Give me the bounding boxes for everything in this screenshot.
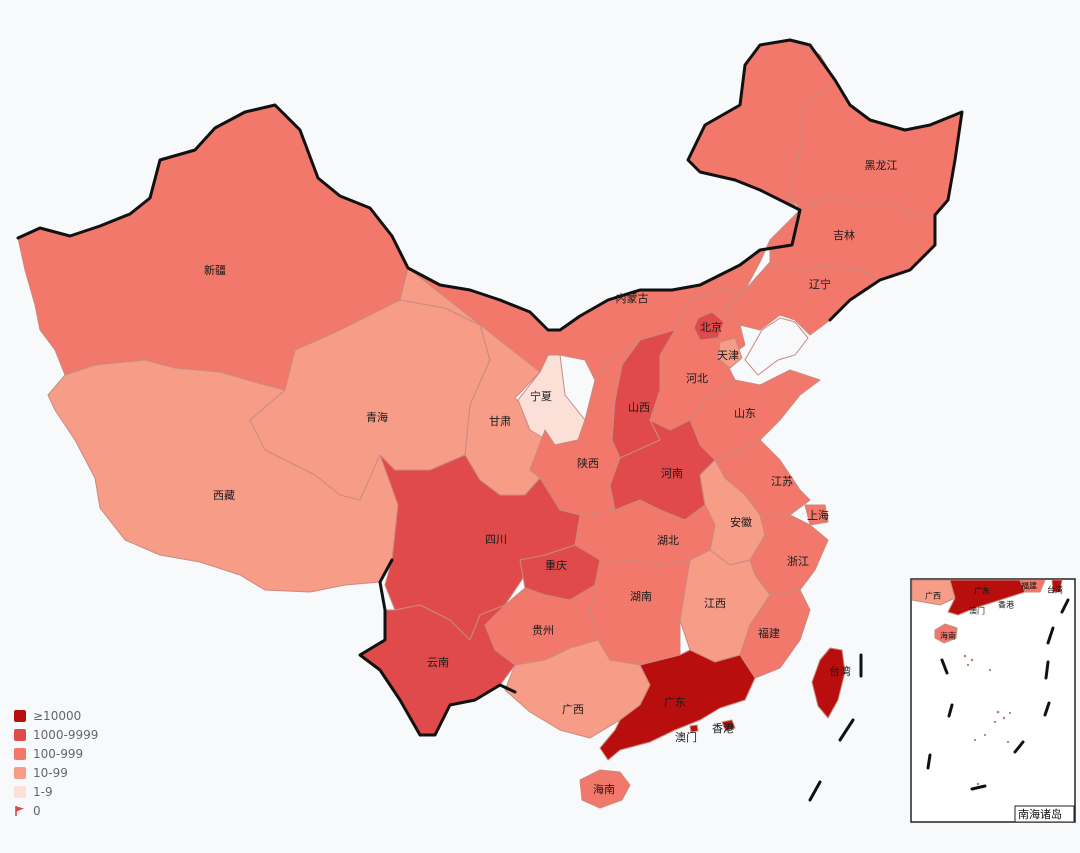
- label-taiwan: 台湾: [829, 664, 851, 678]
- inset-islands: [963, 654, 1012, 786]
- label-anhui: 安徽: [730, 515, 752, 529]
- label-fujian: 福建: [758, 626, 780, 640]
- legend-item[interactable]: 1000-9999: [14, 725, 98, 744]
- label-xizang: 西藏: [213, 489, 235, 502]
- label-guangxi: 广西: [562, 703, 584, 716]
- southwest-border: [358, 558, 517, 737]
- province-macau[interactable]: [689, 724, 699, 733]
- label-xinjiang: 新疆: [204, 263, 226, 277]
- inset-dash-line: [1013, 740, 1025, 754]
- label-zhejiang: 浙江: [787, 555, 809, 568]
- legend-swatch: [14, 766, 26, 779]
- legend-swatch: [14, 747, 26, 760]
- inset-title: 南海诸岛: [1018, 807, 1062, 821]
- label-macau: 澳门: [675, 730, 697, 744]
- label-liaoning: 辽宁: [809, 277, 831, 291]
- inset-label-macau: 澳门: [969, 606, 985, 616]
- label-hebei: 河北: [686, 372, 708, 385]
- province-beijing[interactable]: [693, 311, 725, 341]
- legend-label: 1000-9999: [33, 727, 99, 742]
- inset-label-guangdong: 广东: [974, 586, 990, 596]
- legend-item[interactable]: ≥10000: [14, 706, 98, 725]
- label-tianjin: 天津: [717, 349, 739, 362]
- label-chongqing: 重庆: [545, 558, 567, 572]
- label-jiangsu: 江苏: [771, 475, 793, 488]
- legend-item[interactable]: 10-99: [14, 763, 98, 782]
- label-hunan: 湖南: [630, 590, 652, 603]
- legend-label: ≥10000: [33, 708, 82, 723]
- province-guangdong[interactable]: [599, 649, 756, 761]
- province-hunan[interactable]: [589, 559, 691, 666]
- inset-label-taiwan: 台湾: [1047, 585, 1063, 595]
- label-qinghai: 青海: [366, 410, 388, 424]
- label-beijing: 北京: [700, 320, 722, 334]
- label-shanxi: 山西: [628, 401, 650, 414]
- label-jiangxi: 江西: [704, 597, 726, 610]
- legend-swatch: [14, 709, 26, 722]
- inset-dash-line: [947, 703, 954, 718]
- legend-swatch: [14, 728, 26, 741]
- inset-label-hainan: 海南: [940, 631, 956, 641]
- inset-hainan: [934, 623, 958, 644]
- label-jilin: 吉林: [833, 228, 855, 242]
- inset-label-fujian: 福建: [1021, 581, 1037, 591]
- legend-label: 100-999: [33, 746, 84, 761]
- label-shanghai: 上海: [807, 508, 829, 522]
- inset-taiwan: [1051, 579, 1063, 593]
- province-shanghai[interactable]: [804, 504, 829, 526]
- legend-item[interactable]: 1-9: [14, 782, 98, 801]
- label-neimenggu: 内蒙古: [616, 291, 649, 305]
- label-ningxia: 宁夏: [530, 389, 552, 403]
- province-hongkong[interactable]: [721, 719, 736, 732]
- inset-fujian: [1019, 579, 1046, 593]
- label-heilongjiang: 黑龙江: [865, 159, 898, 172]
- label-hongkong: 香港: [712, 722, 734, 735]
- inset-label-guangxi: 广西: [925, 591, 941, 601]
- dash-line: [808, 780, 822, 802]
- label-sichuan: 四川: [485, 533, 507, 546]
- legend-label: 10-99: [33, 765, 68, 780]
- inset-dash-line: [926, 753, 932, 770]
- label-guizhou: 贵州: [532, 624, 554, 637]
- label-shandong: 山东: [734, 407, 756, 420]
- legend-label: 0: [33, 803, 41, 818]
- inset-guangxi: [911, 579, 956, 606]
- label-hainan: 海南: [593, 782, 615, 796]
- inset-dash-line: [1043, 701, 1051, 717]
- inset-dash-line: [940, 658, 949, 675]
- legend-label: 1-9: [33, 784, 53, 799]
- national-border: [16, 38, 964, 332]
- flag-icon: [15, 805, 24, 816]
- inset-dash-line: [1046, 626, 1055, 645]
- legend: ≥10000 1000-9999 100-999 10-99 1-9 0: [14, 706, 98, 820]
- inset-label-hongkong: 香港: [998, 600, 1014, 610]
- label-guangdong: 广东: [664, 696, 686, 709]
- inset-dash-line: [1060, 598, 1070, 614]
- legend-item[interactable]: 100-999: [14, 744, 98, 763]
- legend-item[interactable]: 0: [14, 801, 98, 820]
- inset-dash-line: [1044, 660, 1050, 680]
- province-fujian[interactable]: [739, 589, 811, 679]
- label-hubei: 湖北: [657, 534, 679, 547]
- bohai-sea: [744, 317, 809, 376]
- label-gansu: 甘肃: [489, 415, 511, 428]
- label-yunnan: 云南: [427, 656, 449, 669]
- inset-dash-line: [970, 784, 987, 791]
- province-tianjin[interactable]: [717, 337, 743, 369]
- province-taiwan[interactable]: [811, 647, 846, 719]
- label-shaanxi: 陕西: [577, 456, 599, 470]
- legend-swatch: [14, 785, 26, 798]
- label-henan: 河南: [661, 467, 683, 480]
- south-china-sea-inset: 广西 广东 福建 台湾 澳门 香港 海南 南海诸岛: [910, 578, 1076, 823]
- province-hainan[interactable]: [579, 769, 631, 809]
- dash-line: [838, 718, 855, 742]
